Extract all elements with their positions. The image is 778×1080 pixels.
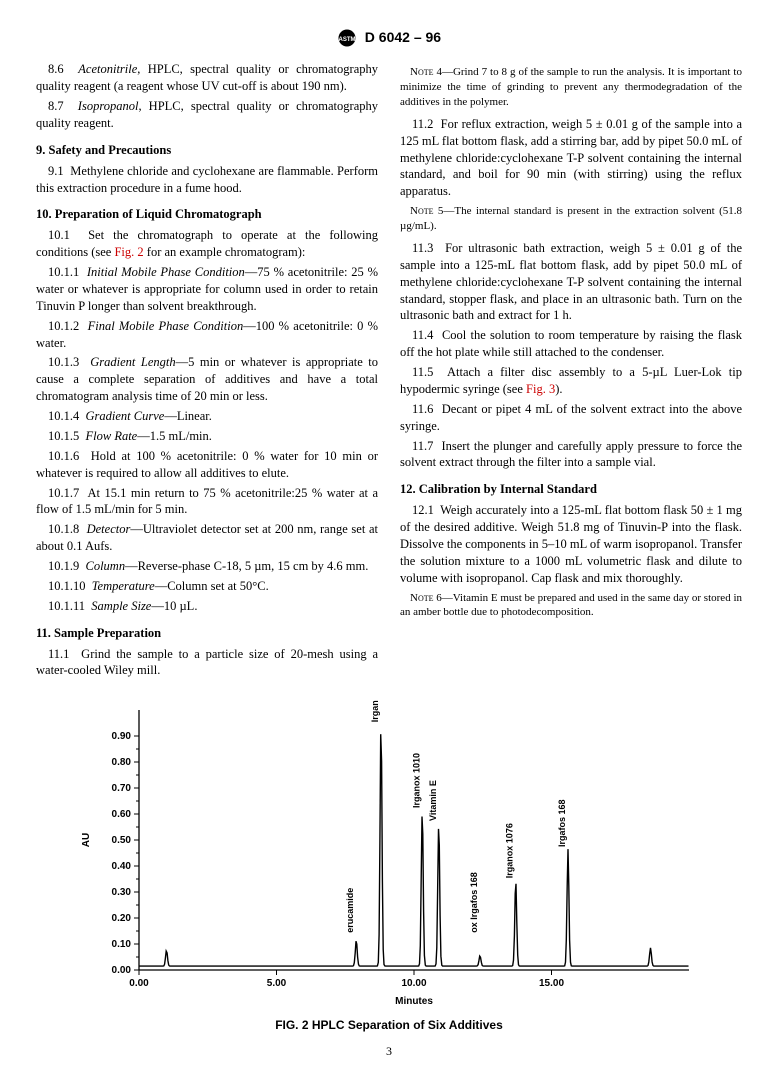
para-11-7: 11.7 Insert the plunger and carefully ap… <box>400 438 742 472</box>
para-11-5: 11.5 Attach a filter disc assembly to a … <box>400 364 742 398</box>
designation: D 6042 – 96 <box>365 29 441 45</box>
figure-2: 0.00 0.10 0.20 0.30 0.40 0.50 0.60 0.70 0.80 0.90… <box>36 700 742 1033</box>
note-4: Note 4—Grind 7 to 8 g of the sample to r… <box>400 65 742 110</box>
para-10-1-5: 10.1.5 Flow Rate—1.5 mL/min. <box>36 428 378 445</box>
note-6: Note 6—Vitamin E must be prepared and us… <box>400 591 742 621</box>
para-10-1-7: 10.1.7 At 15.1 min return to 75 % aceton… <box>36 485 378 519</box>
section-9-head: 9. Safety and Precautions <box>36 142 378 159</box>
para-11-1: 11.1 Grind the sample to a particle size… <box>36 646 378 680</box>
svg-text:AU: AU <box>81 833 92 847</box>
para-10-1-1: 10.1.1 Initial Mobile Phase Condition—75… <box>36 264 378 315</box>
svg-text:15.00: 15.00 <box>539 978 564 989</box>
svg-text:0.60: 0.60 <box>112 809 132 820</box>
body-columns: 8.6 Acetonitrile, HPLC, spectral quality… <box>36 61 742 682</box>
section-12-head: 12. Calibration by Internal Standard <box>400 481 742 498</box>
left-column: 8.6 Acetonitrile, HPLC, spectral quality… <box>36 61 378 682</box>
para-8-7: 8.7 Isopropanol, HPLC, spectral quality … <box>36 98 378 132</box>
para-10-1: 10.1 Set the chromatograph to operate at… <box>36 227 378 261</box>
para-11-4: 11.4 Cool the solution to room temperatu… <box>400 327 742 361</box>
para-10-1-10: 10.1.10 Temperature—Column set at 50°C. <box>36 578 378 595</box>
figure-2-caption: FIG. 2 HPLC Separation of Six Additives <box>36 1017 742 1033</box>
svg-text:5.00: 5.00 <box>267 978 287 989</box>
page-number: 3 <box>36 1043 742 1059</box>
chromatogram-chart: 0.00 0.10 0.20 0.30 0.40 0.50 0.60 0.70 0.80 0.90… <box>69 700 709 1010</box>
svg-text:Irganox 3114: Irganox 3114 <box>370 700 380 722</box>
svg-text:0.90: 0.90 <box>112 731 132 742</box>
astm-logo-icon: ASTM <box>337 29 357 47</box>
svg-text:Minutes: Minutes <box>395 996 433 1007</box>
para-12-1: 12.1 Weigh accurately into a 125-mL flat… <box>400 502 742 586</box>
svg-text:0.80: 0.80 <box>112 757 132 768</box>
para-10-1-9: 10.1.9 Column—Reverse-phase C-18, 5 µm, … <box>36 558 378 575</box>
para-11-2: 11.2 For reflux extraction, weigh 5 ± 0.… <box>400 116 742 200</box>
svg-text:0.50: 0.50 <box>112 835 132 846</box>
svg-text:10.00: 10.00 <box>401 978 426 989</box>
svg-text:0.00: 0.00 <box>129 978 149 989</box>
svg-text:0.20: 0.20 <box>112 913 132 924</box>
svg-text:erucamide: erucamide <box>345 888 355 933</box>
svg-text:Vitamin E: Vitamin E <box>428 780 438 821</box>
para-10-1-6: 10.1.6 Hold at 100 % acetonitrile: 0 % w… <box>36 448 378 482</box>
fig2-ref: Fig. 2 <box>114 245 143 259</box>
svg-text:Irganox 1010: Irganox 1010 <box>411 753 421 808</box>
svg-text:Irganox 1076: Irganox 1076 <box>505 823 515 878</box>
para-10-1-4: 10.1.4 Gradient Curve—Linear. <box>36 408 378 425</box>
svg-text:ASTM: ASTM <box>338 37 355 43</box>
para-8-6: 8.6 Acetonitrile, HPLC, spectral quality… <box>36 61 378 95</box>
svg-text:0.30: 0.30 <box>112 887 132 898</box>
svg-text:0.10: 0.10 <box>112 939 132 950</box>
doc-header: ASTM D 6042 – 96 <box>36 28 742 47</box>
para-9-1: 9.1 Methylene chloride and cyclohexane a… <box>36 163 378 197</box>
para-11-6: 11.6 Decant or pipet 4 mL of the solvent… <box>400 401 742 435</box>
para-10-1-8: 10.1.8 Detector—Ultraviolet detector set… <box>36 521 378 555</box>
note-5: Note 5—The internal standard is present … <box>400 204 742 234</box>
right-column: Note 4—Grind 7 to 8 g of the sample to r… <box>400 61 742 682</box>
svg-text:ox Irgafos 168: ox Irgafos 168 <box>469 873 479 934</box>
svg-text:0.40: 0.40 <box>112 861 132 872</box>
svg-text:Irgafos 168: Irgafos 168 <box>557 800 567 848</box>
para-10-1-2: 10.1.2 Final Mobile Phase Condition—100 … <box>36 318 378 352</box>
fig3-ref: Fig. 3 <box>526 382 555 396</box>
svg-text:0.00: 0.00 <box>112 965 132 976</box>
para-11-3: 11.3 For ultrasonic bath extraction, wei… <box>400 240 742 324</box>
section-10-head: 10. Preparation of Liquid Chromatograph <box>36 206 378 223</box>
para-10-1-3: 10.1.3 Gradient Length—5 min or whatever… <box>36 354 378 405</box>
section-11-head: 11. Sample Preparation <box>36 625 378 642</box>
para-10-1-11: 10.1.11 Sample Size—10 µL. <box>36 598 378 615</box>
svg-text:0.70: 0.70 <box>112 783 132 794</box>
